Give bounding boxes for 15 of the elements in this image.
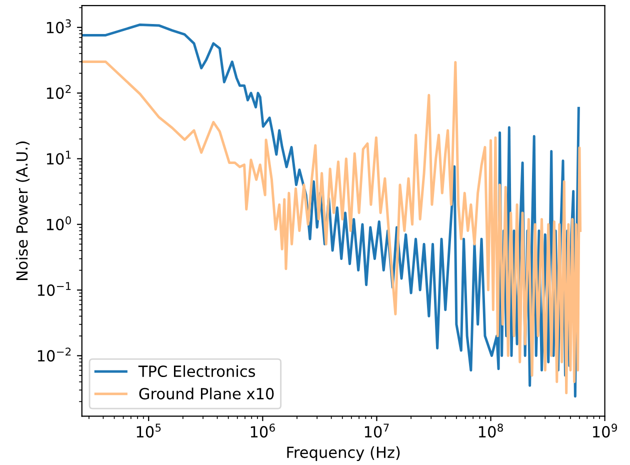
x-tick-label: 10$^{7}$ xyxy=(364,424,389,438)
y-tick-label: 10$^{−2}$ xyxy=(38,348,71,362)
legend-label: TPC Electronics xyxy=(138,365,256,378)
x-tick-label: 10$^{9}$ xyxy=(593,424,617,438)
x-tick-label: 10$^{5}$ xyxy=(136,424,161,438)
y-tick-label: 10$^{0}$ xyxy=(46,216,71,230)
x-axis-title: Frequency (Hz) xyxy=(287,446,400,462)
x-tick-label: 10$^{6}$ xyxy=(250,424,275,438)
y-tick-label: 10$^{3}$ xyxy=(46,19,71,34)
legend-label: Ground Plane x10 xyxy=(139,388,274,400)
y-axis-title: Noise Power (A.U.) xyxy=(16,142,30,280)
y-tick-label: 10$^{1}$ xyxy=(46,150,71,165)
y-tick-label: 10$^{2}$ xyxy=(46,84,71,99)
x-tick-label: 10$^{8}$ xyxy=(478,424,503,438)
y-tick-label: 10$^{−1}$ xyxy=(38,282,71,296)
